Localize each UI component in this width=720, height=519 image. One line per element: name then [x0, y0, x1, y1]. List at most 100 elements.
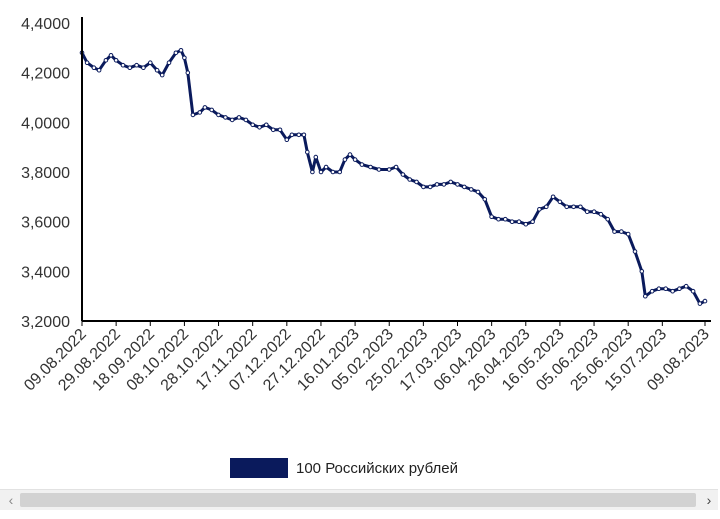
- data-point: [509, 219, 515, 224]
- data-point: [197, 110, 203, 115]
- data-point: [368, 164, 373, 170]
- line-chart: 3,2000 3,4000 3,6000 3,8000 4,0000 4,2000 4,40…: [21, 16, 713, 394]
- data-point: [475, 189, 481, 195]
- data-point: [649, 288, 655, 294]
- data-point: [352, 157, 358, 162]
- data-point: [584, 209, 590, 214]
- series-layer: [79, 48, 708, 306]
- data-point: [270, 127, 276, 133]
- data-point: [301, 132, 307, 138]
- y-tick-label: 3,8000: [21, 165, 70, 182]
- data-point: [127, 65, 133, 70]
- data-point: [656, 286, 662, 292]
- data-point: [216, 112, 221, 118]
- data-point: [182, 55, 187, 61]
- data-point: [619, 229, 624, 234]
- data-point: [318, 169, 324, 175]
- data-point: [154, 67, 160, 73]
- y-tick-label: 3,4000: [21, 264, 70, 281]
- data-point: [434, 182, 440, 187]
- data-point: [264, 122, 269, 128]
- data-point: [386, 167, 392, 172]
- data-point: [134, 62, 139, 68]
- data-point: [103, 58, 109, 63]
- data-point: [120, 62, 126, 68]
- data-point: [250, 122, 255, 128]
- data-point: [202, 105, 208, 110]
- data-point: [557, 199, 563, 205]
- x-axis-ticks: 09.08.202229.08.202218.09.202208.10.2022…: [21, 321, 713, 394]
- y-tick-label: 4,2000: [21, 66, 70, 83]
- data-point: [468, 187, 474, 192]
- data-point: [277, 127, 283, 133]
- legend-swatch: [230, 458, 288, 478]
- data-point: [407, 177, 413, 182]
- legend: 100 Российских рублей: [230, 457, 458, 479]
- data-point: [209, 107, 214, 113]
- data-point: [84, 60, 90, 66]
- data-point: [342, 157, 348, 162]
- scrollbar-thumb[interactable]: [20, 493, 696, 507]
- data-point: [496, 216, 501, 222]
- scroll-right-icon[interactable]: ›: [706, 492, 712, 508]
- y-axis-ticks: 3,2000 3,4000 3,6000 3,8000 4,0000 4,2000 4,40…: [21, 16, 70, 331]
- data-point: [289, 132, 295, 138]
- scroll-left-icon[interactable]: ‹: [8, 492, 14, 508]
- data-point: [612, 229, 617, 234]
- data-point: [677, 286, 682, 292]
- data-point: [448, 179, 454, 185]
- data-point: [313, 154, 319, 160]
- data-point: [284, 137, 290, 142]
- data-point: [598, 211, 604, 217]
- data-point: [503, 216, 508, 222]
- data-point: [323, 164, 329, 170]
- horizontal-scrollbar[interactable]: ‹ ›: [0, 489, 718, 510]
- legend-label: 100 Российских рублей: [296, 459, 458, 477]
- data-point: [605, 216, 611, 222]
- data-point: [690, 288, 696, 294]
- data-point: [393, 164, 399, 170]
- data-point: [359, 162, 365, 167]
- data-point: [632, 249, 638, 254]
- data-point: [697, 301, 703, 306]
- y-tick-label: 3,2000: [21, 314, 70, 331]
- data-point: [414, 179, 419, 185]
- data-point: [296, 132, 302, 138]
- data-point: [173, 50, 179, 56]
- data-point: [462, 184, 467, 190]
- data-point: [400, 172, 406, 177]
- y-tick-label: 4,4000: [21, 16, 70, 33]
- data-point: [643, 293, 648, 299]
- data-point: [91, 65, 97, 70]
- data-point: [190, 112, 196, 118]
- data-point: [550, 194, 556, 200]
- data-point: [683, 283, 689, 289]
- data-point: [639, 269, 645, 274]
- data-point: [243, 117, 249, 123]
- data-point: [544, 204, 549, 210]
- data-point: [337, 169, 343, 175]
- data-point: [441, 182, 447, 187]
- data-point: [330, 169, 336, 175]
- data-point: [516, 219, 522, 224]
- data-point: [229, 117, 235, 123]
- data-point: [310, 169, 315, 175]
- data-point: [141, 65, 146, 70]
- data-point: [523, 221, 529, 227]
- data-point: [702, 298, 708, 304]
- data-point: [455, 182, 460, 187]
- data-point: [591, 209, 597, 214]
- data-point: [178, 48, 184, 53]
- data-point: [257, 125, 262, 130]
- data-point: [578, 204, 583, 210]
- data-point: [108, 53, 114, 58]
- data-point: [185, 70, 191, 75]
- data-point: [421, 184, 426, 190]
- data-point: [159, 72, 165, 78]
- data-point: [482, 197, 488, 202]
- data-point: [376, 167, 382, 172]
- data-point: [166, 60, 172, 66]
- y-tick-label: 3,6000: [21, 215, 70, 232]
- data-point: [625, 231, 631, 237]
- data-point: [347, 152, 353, 157]
